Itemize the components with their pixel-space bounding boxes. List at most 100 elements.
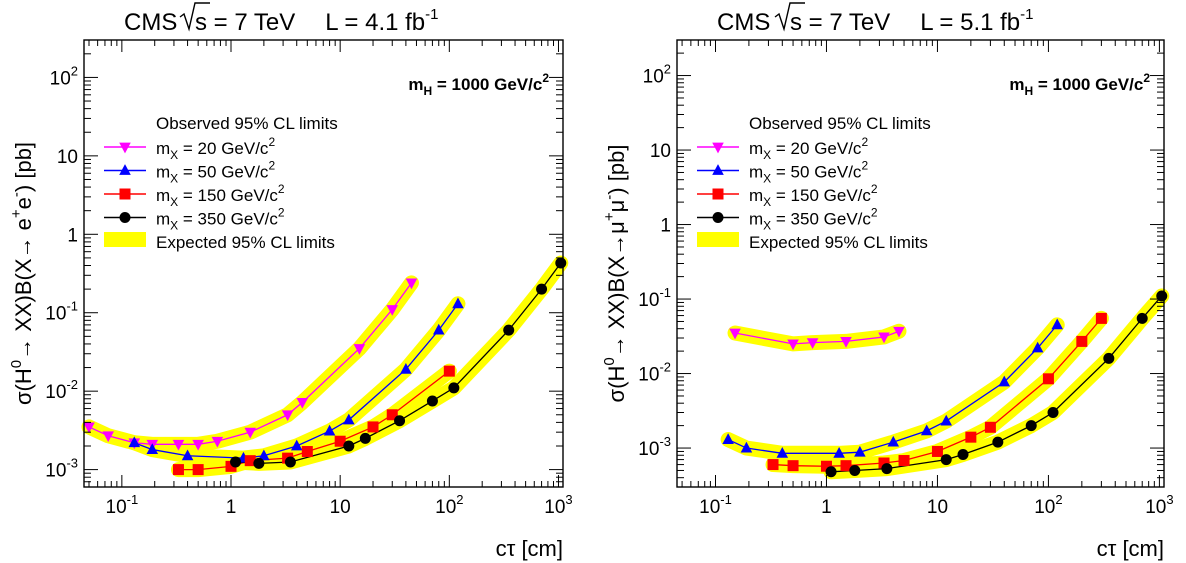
data-point-s0-4: [878, 332, 890, 344]
data-point-s2-9: [1042, 373, 1054, 385]
data-point-s2-6: [334, 435, 346, 447]
annotation-m: m: [1009, 75, 1024, 94]
x-tick-label: 102: [1034, 492, 1062, 518]
tick-base: 10: [57, 147, 78, 168]
ylabel-charge-2: -: [8, 192, 25, 197]
legend-expected-label: Expected 95% CL limits: [156, 233, 335, 252]
data-point-s3-7: [1047, 407, 1059, 418]
data-point-s1-5: [290, 439, 303, 451]
tick-base: 10: [544, 497, 565, 518]
data-point-s3-2: [881, 463, 893, 475]
tick-base: 10: [1034, 497, 1055, 518]
y-tick-label: 10: [650, 141, 671, 162]
data-point-s3-9: [1136, 312, 1148, 324]
data-point-s2-7: [965, 431, 977, 443]
data-point-s3-4: [359, 432, 371, 444]
annotation-sup: 2: [542, 71, 549, 85]
data-point-s3-8: [1103, 352, 1115, 364]
annotation-sup: 2: [1143, 71, 1150, 85]
data-point-s0-7: [244, 427, 257, 439]
data-point-s1-2: [181, 449, 194, 461]
y-axis-label: σ(H0→ XX)B(X→μ+μ-) [pb]: [601, 145, 629, 403]
tick-base: 10: [638, 290, 659, 311]
legend-text: = 350 GeV/c: [178, 210, 278, 229]
ylabel-mid2: e: [11, 197, 36, 209]
legend-text: = 50 GeV/c: [178, 163, 269, 182]
data-point-s2-5: [301, 446, 313, 458]
x-tick-label: 1: [226, 497, 237, 518]
plot-frame: [83, 39, 564, 488]
tick-exponent: -2: [66, 377, 78, 392]
tick-base: 10: [638, 439, 659, 460]
data-point-s1-7: [343, 413, 355, 425]
x-tick-label: 103: [1145, 492, 1173, 518]
y-tick-label: 102: [643, 62, 671, 88]
tick-marks: [84, 39, 563, 488]
ylabel-mid2: μ: [604, 200, 629, 213]
data-point-s1-6: [920, 424, 933, 436]
x-tick-label: 10: [330, 497, 351, 518]
legend-text: = 350 GeV/c: [771, 210, 871, 229]
legend-sup: 2: [268, 159, 275, 173]
data-point-s0-5: [192, 439, 204, 451]
ylabel-prefix: σ(H: [604, 366, 629, 403]
x-tick-label: 10: [927, 497, 948, 518]
tick-base: 10: [106, 497, 127, 518]
legend-sup: 2: [871, 206, 878, 220]
ylabel-h-sup: 0: [8, 360, 25, 368]
data-point-s1-4: [854, 445, 866, 457]
data-point-s2-0: [767, 459, 779, 471]
data-point-s3-3: [940, 454, 952, 466]
observed-line-2: [772, 317, 1102, 467]
data-point-s1-1: [146, 443, 159, 454]
data-point-s2-2: [820, 460, 832, 472]
legend-expected-swatch: [697, 232, 739, 247]
tick-exponent: 3: [565, 492, 572, 507]
annotation-sub: H: [424, 84, 433, 98]
legend-text: = 50 GeV/c: [771, 163, 862, 182]
data-point-s0-9: [296, 397, 309, 409]
annotation-text: = 1000 GeV/c: [432, 75, 542, 94]
legend-m: m: [156, 163, 170, 182]
tick-exponent: -1: [720, 492, 732, 507]
data-point-s2-1: [192, 464, 204, 476]
tick-base: 10: [330, 497, 351, 518]
data-point-s3-1: [849, 464, 861, 476]
legend-marker-0: [119, 142, 131, 154]
data-point-s2-1: [787, 460, 799, 472]
legend-entry-3: mX = 350 GeV/c2: [749, 206, 878, 233]
tick-exponent: -1: [66, 299, 78, 314]
legend-title: Observed 95% CL limits: [156, 114, 338, 133]
data-point-s0-2: [806, 338, 819, 349]
legend-m: m: [156, 210, 170, 229]
tick-base: 1: [67, 225, 78, 246]
data-point-s2-7: [367, 421, 379, 433]
data-point-s3-1: [253, 457, 265, 469]
tick-base: 10: [650, 141, 671, 162]
x-axis-label: cτ [cm]: [1097, 536, 1164, 561]
tick-base: 10: [45, 304, 66, 325]
y-axis-label: σ(H0→ XX)B(X→ e+e-) [pb]: [8, 142, 36, 405]
data-point-s0-11: [386, 305, 399, 316]
ylabel-suffix: ) [pb]: [604, 145, 629, 195]
data-point-s0-12: [405, 278, 418, 290]
x-tick-label: 10-1: [106, 492, 139, 518]
data-point-s2-3: [840, 460, 852, 472]
data-point-s3-6: [426, 395, 438, 407]
data-point-s0-0: [729, 328, 741, 340]
data-point-s3-4: [957, 448, 969, 460]
data-point-s2-11: [1095, 312, 1107, 324]
sqrt-symbol: [179, 2, 210, 32]
ylabel-charge-1: +: [601, 212, 618, 221]
legend-sup: 2: [861, 159, 868, 173]
data-point-s2-8: [386, 409, 398, 421]
data-point-s3-6: [1025, 420, 1037, 432]
y-tick-label: 10-3: [45, 456, 78, 482]
tick-exponent: -2: [659, 360, 671, 375]
legend-entry-2: mX = 150 GeV/c2: [749, 182, 878, 209]
legend-m: m: [749, 163, 763, 182]
x-tick-label: 103: [544, 492, 572, 518]
data-point-s0-4: [172, 439, 185, 451]
